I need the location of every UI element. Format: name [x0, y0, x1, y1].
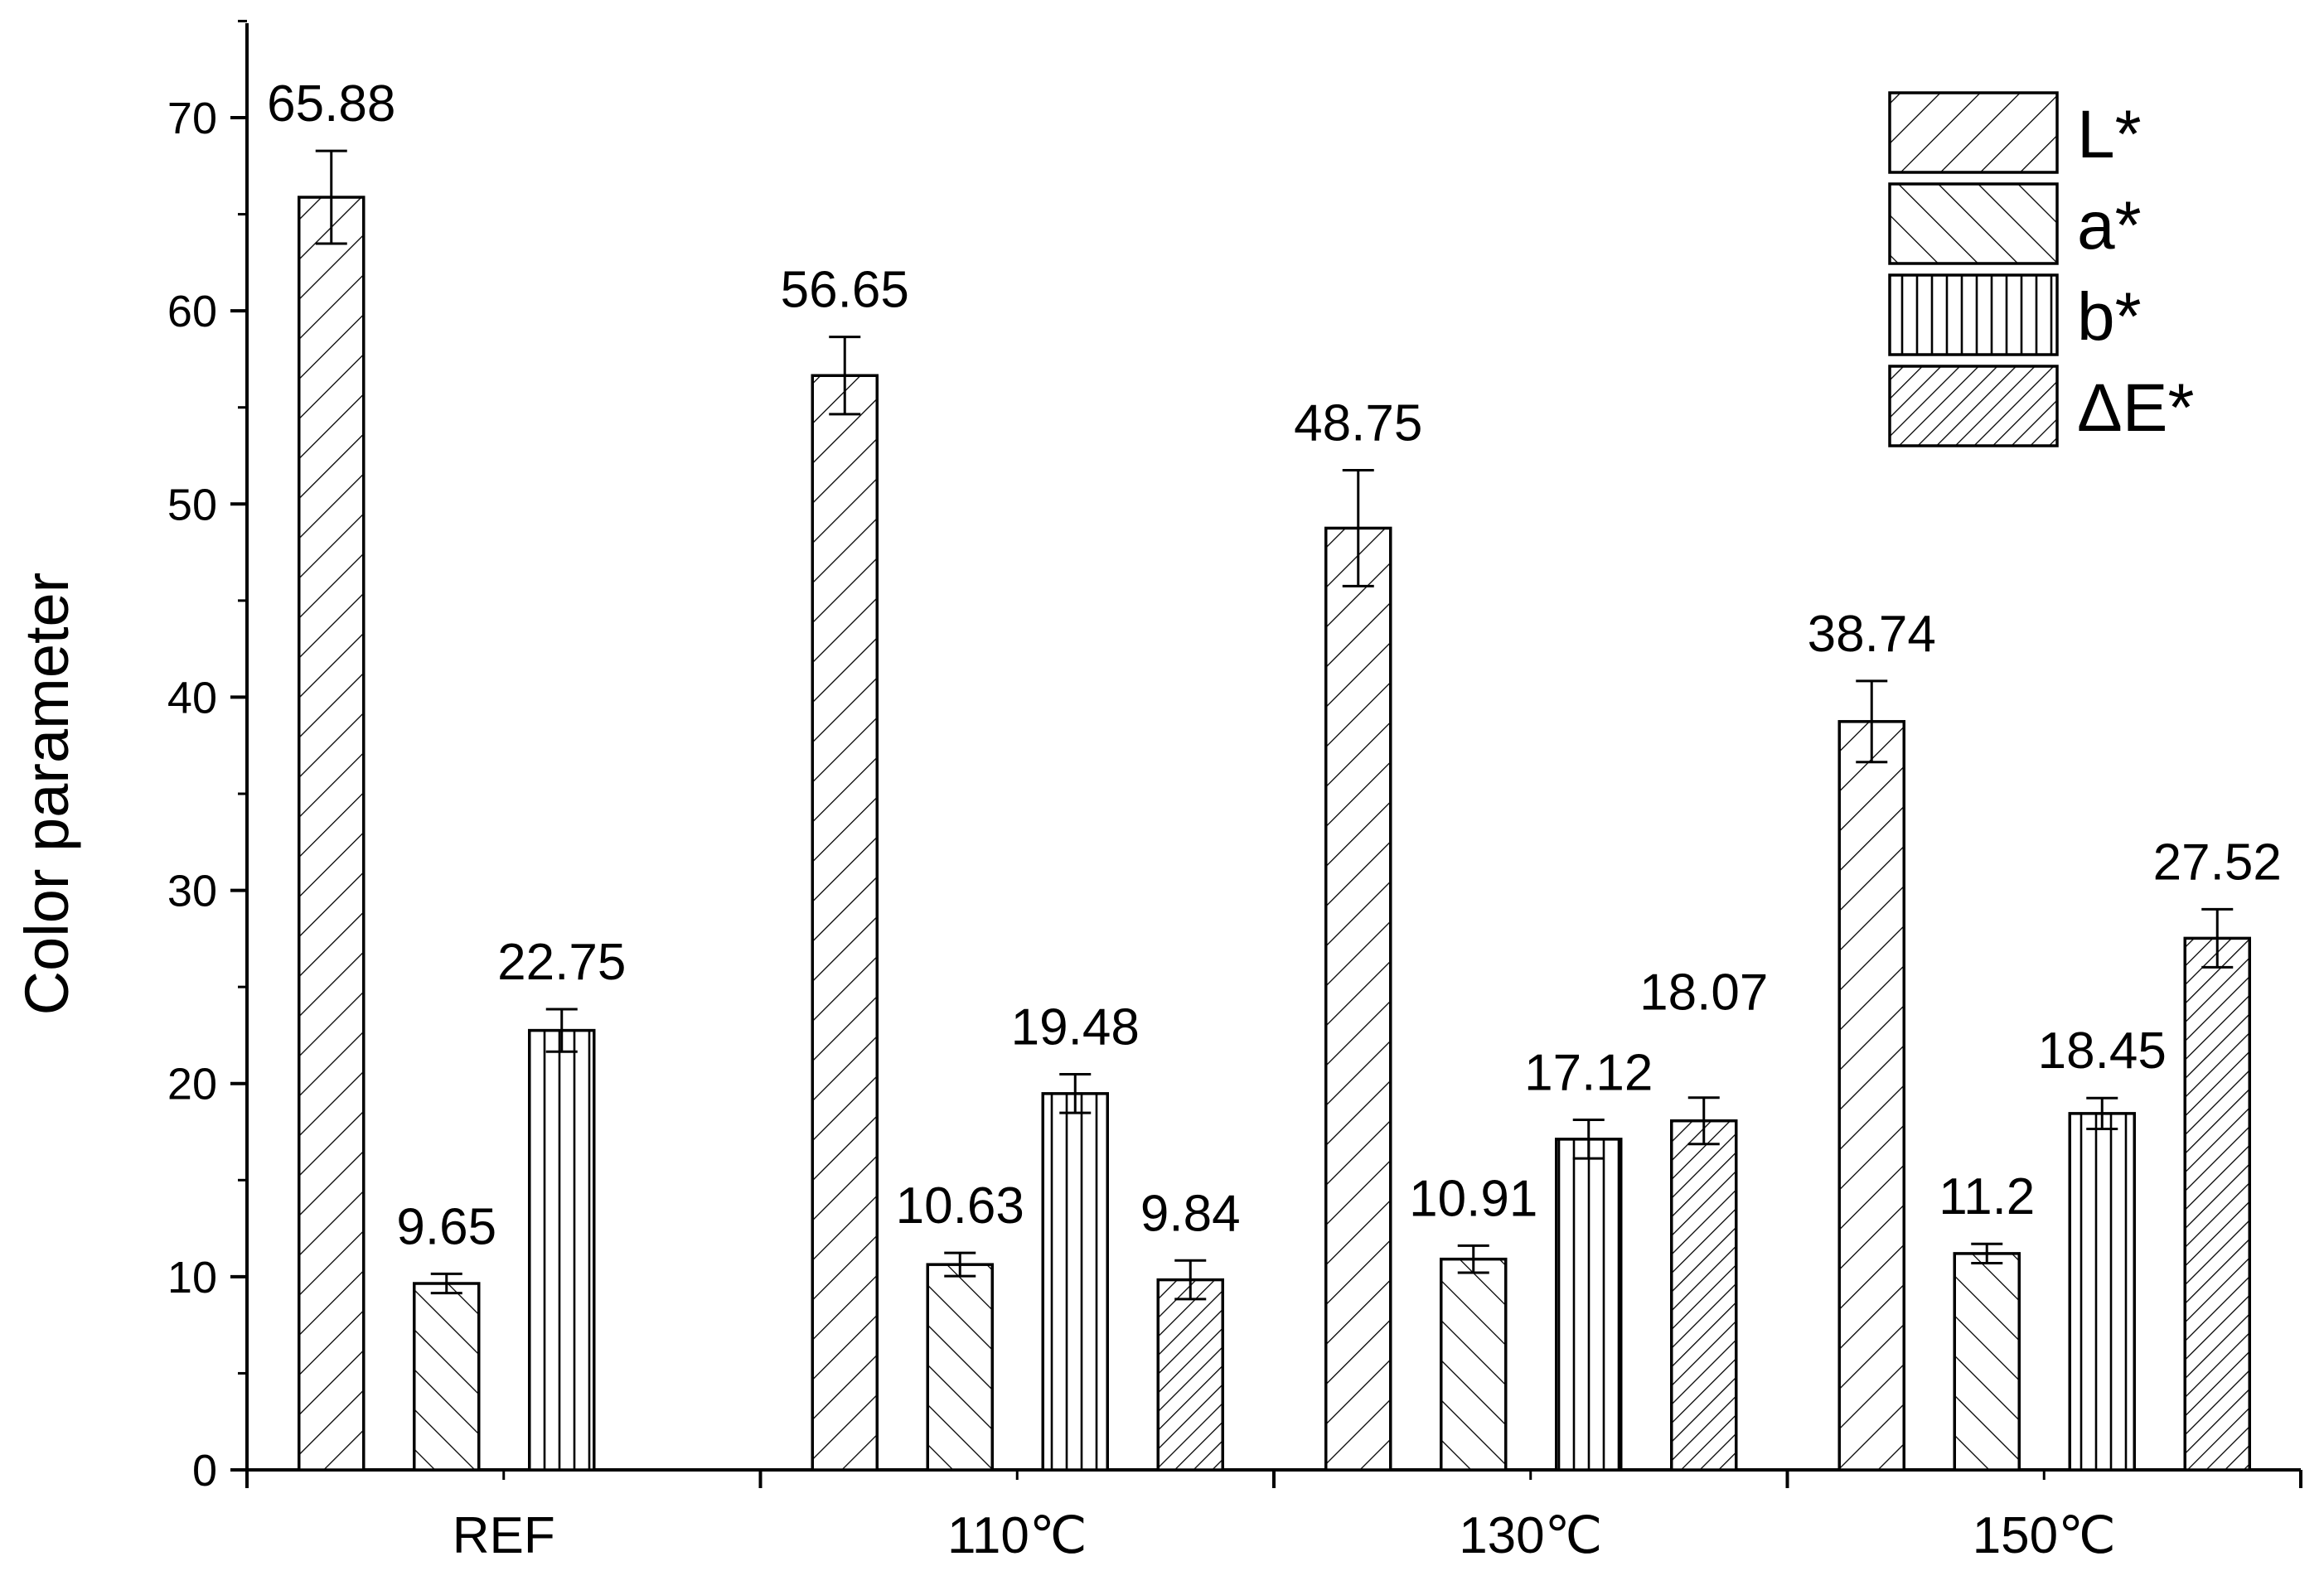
data-label: 17.12 — [1524, 1045, 1653, 1102]
data-label: 11.2 — [1939, 1168, 2035, 1225]
bar — [1041, 1092, 1109, 1472]
y-tick-label: 0 — [192, 1446, 217, 1496]
error-bar — [2201, 907, 2234, 969]
data-label: 9.65 — [396, 1198, 496, 1255]
error-bar — [944, 1251, 976, 1278]
x-tick-label: REF — [453, 1507, 555, 1564]
data-label: 27.52 — [2153, 834, 2282, 891]
bars: 65.88 56.65 48.75 38.74 9.65 10.63 10.91 11.2 22… — [267, 75, 2282, 1472]
y-axis-label: Color parameter — [12, 573, 81, 1016]
legend-swatch — [1888, 365, 2059, 447]
error-bar — [1971, 1242, 2003, 1265]
error-bar — [545, 1008, 578, 1053]
bar — [1670, 1119, 1738, 1472]
data-label: 18.07 — [1639, 964, 1768, 1022]
error-bar — [2086, 1096, 2118, 1130]
error-bar — [315, 149, 347, 245]
data-label: 56.65 — [781, 262, 909, 319]
bar — [298, 196, 366, 1472]
data-label: 18.45 — [2038, 1022, 2167, 1080]
bar — [1953, 1252, 2021, 1472]
bar — [1837, 720, 1905, 1472]
bar — [811, 374, 879, 1472]
data-label: 22.75 — [497, 934, 626, 991]
y-tick-label: 10 — [167, 1253, 217, 1303]
legend-label: ΔE* — [2077, 370, 2194, 446]
error-bar — [1687, 1096, 1720, 1146]
bar — [926, 1263, 994, 1472]
y-tick-label: 30 — [167, 867, 217, 916]
x-tick-label: 110℃ — [947, 1507, 1087, 1564]
error-bar — [1856, 679, 1888, 764]
error-bar — [1572, 1119, 1605, 1160]
y-tick-label: 70 — [167, 94, 217, 143]
bar — [1156, 1278, 1224, 1472]
error-bar — [1059, 1073, 1092, 1114]
data-label: 65.88 — [267, 75, 395, 133]
data-label: 48.75 — [1294, 394, 1422, 452]
data-label: 10.91 — [1409, 1170, 1537, 1227]
y-tick-label: 20 — [167, 1060, 217, 1109]
legend-label: L* — [2077, 97, 2142, 172]
error-bar — [1342, 468, 1374, 587]
bar — [528, 1028, 596, 1472]
data-label: 38.74 — [1808, 606, 1936, 663]
error-bar — [430, 1272, 462, 1295]
error-bar — [829, 336, 861, 416]
y-tick-label: 50 — [167, 480, 217, 529]
error-bar — [1174, 1259, 1207, 1301]
data-label: 19.48 — [1011, 999, 1140, 1056]
y-tick-label: 40 — [167, 673, 217, 723]
data-label: 10.63 — [896, 1177, 1024, 1235]
bar — [2183, 936, 2251, 1472]
bar — [1555, 1138, 1623, 1472]
bar — [413, 1282, 481, 1472]
legend-label: a* — [2077, 188, 2142, 263]
bar — [1440, 1257, 1508, 1472]
bar — [2068, 1112, 2136, 1472]
legend-label: b* — [2077, 279, 2142, 355]
data-label: 9.84 — [1140, 1185, 1241, 1242]
legend-swatch — [1888, 91, 2059, 174]
x-tick-label: 150℃ — [1973, 1507, 2116, 1564]
legend: L* a* b* ΔE* — [1888, 91, 2194, 447]
error-bar — [1457, 1244, 1489, 1274]
legend-swatch — [1888, 273, 2059, 356]
bar — [1324, 526, 1392, 1472]
legend-swatch — [1888, 182, 2059, 265]
x-tick-label: 130℃ — [1459, 1507, 1602, 1564]
y-tick-label: 60 — [167, 287, 217, 336]
